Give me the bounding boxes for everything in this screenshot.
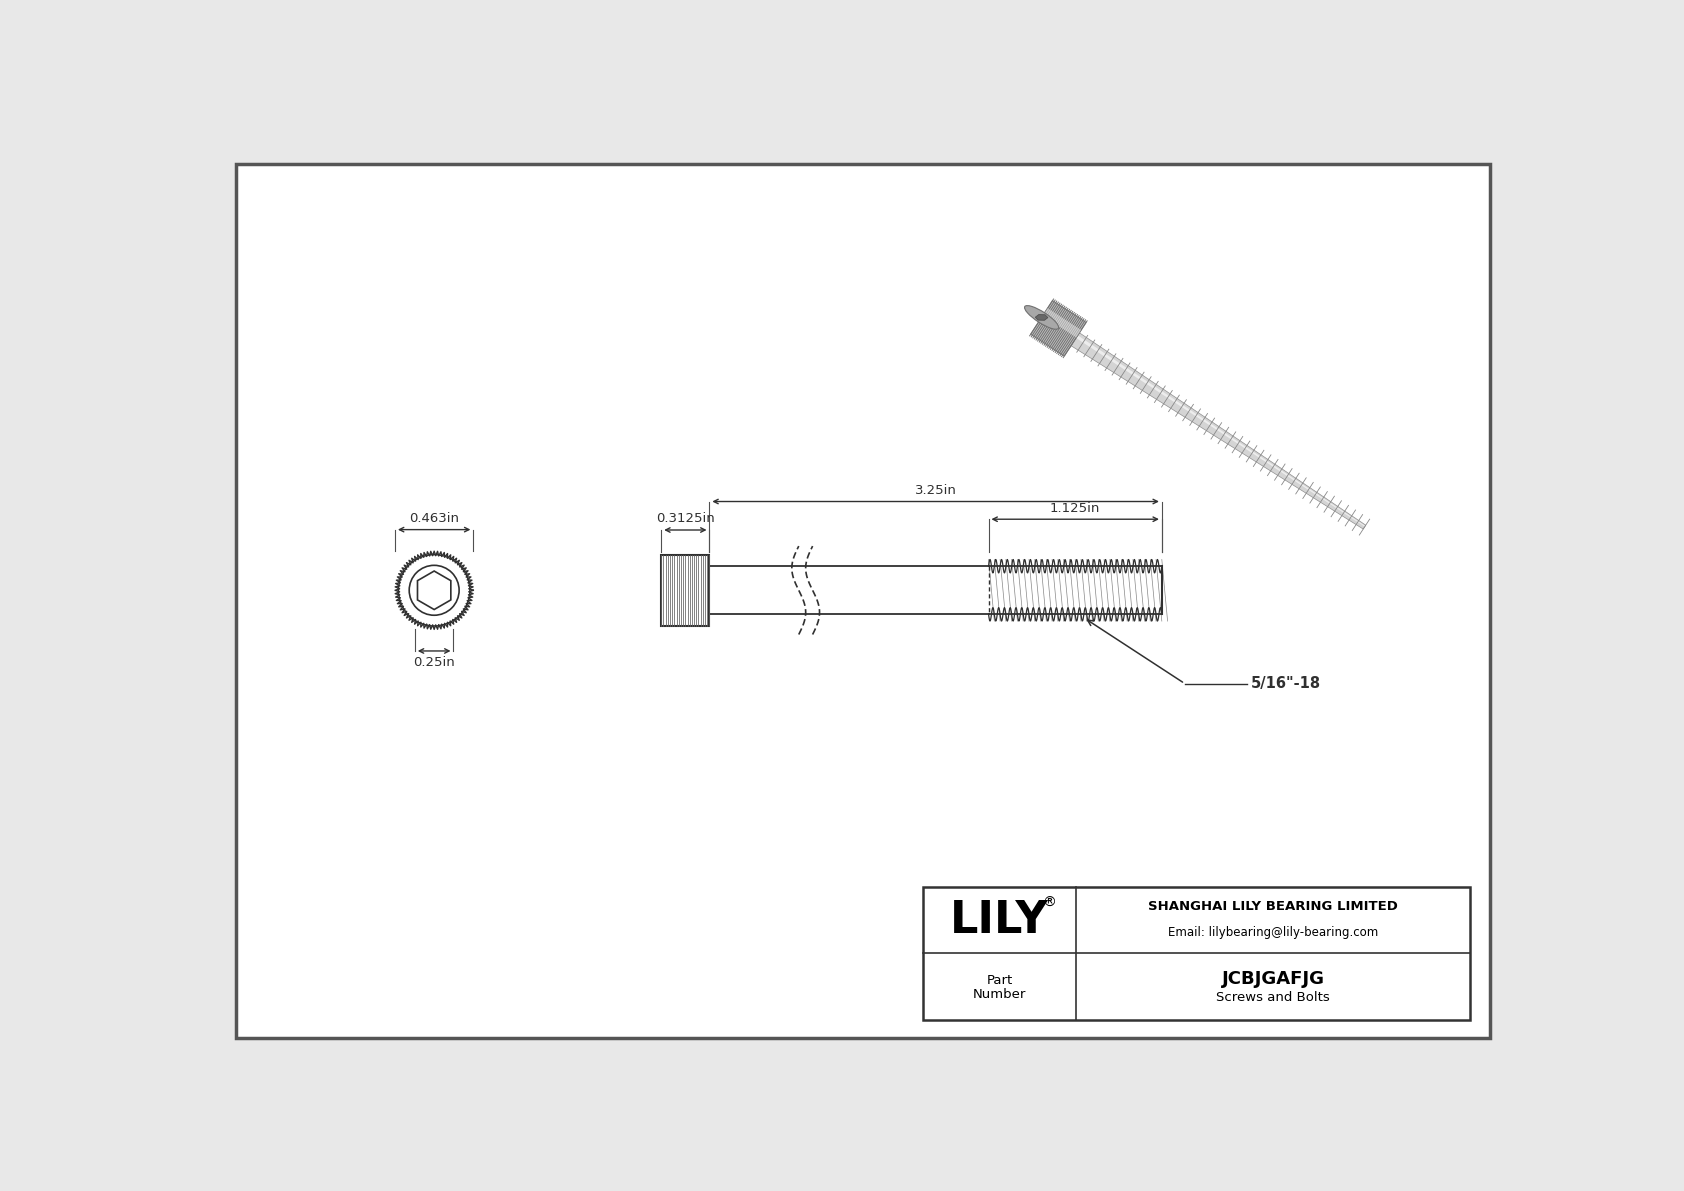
- Text: 1.125in: 1.125in: [1051, 501, 1100, 515]
- Bar: [662, 555, 709, 626]
- Text: 0.25in: 0.25in: [413, 655, 455, 668]
- Polygon shape: [1042, 308, 1081, 337]
- Text: LILY: LILY: [950, 898, 1049, 942]
- Text: Part: Part: [987, 974, 1012, 987]
- Polygon shape: [1076, 336, 1366, 526]
- Text: Number: Number: [973, 987, 1026, 1000]
- Text: 0.463in: 0.463in: [409, 512, 460, 525]
- Bar: [923, 887, 1470, 1019]
- Text: Screws and Bolts: Screws and Bolts: [1216, 991, 1330, 1004]
- Polygon shape: [1036, 314, 1047, 320]
- Polygon shape: [1031, 300, 1086, 356]
- Polygon shape: [1071, 332, 1366, 529]
- Text: Email: lilybearing@lily-bearing.com: Email: lilybearing@lily-bearing.com: [1169, 925, 1378, 939]
- Text: ®: ®: [1042, 896, 1056, 910]
- Text: SHANGHAI LILY BEARING LIMITED: SHANGHAI LILY BEARING LIMITED: [1148, 900, 1398, 913]
- Text: 5/16"-18: 5/16"-18: [1250, 676, 1320, 691]
- Text: 0.3125in: 0.3125in: [657, 512, 714, 525]
- Text: 3.25in: 3.25in: [914, 484, 957, 497]
- Text: JCBJGAFJG: JCBJGAFJG: [1221, 969, 1325, 989]
- Ellipse shape: [1024, 306, 1059, 329]
